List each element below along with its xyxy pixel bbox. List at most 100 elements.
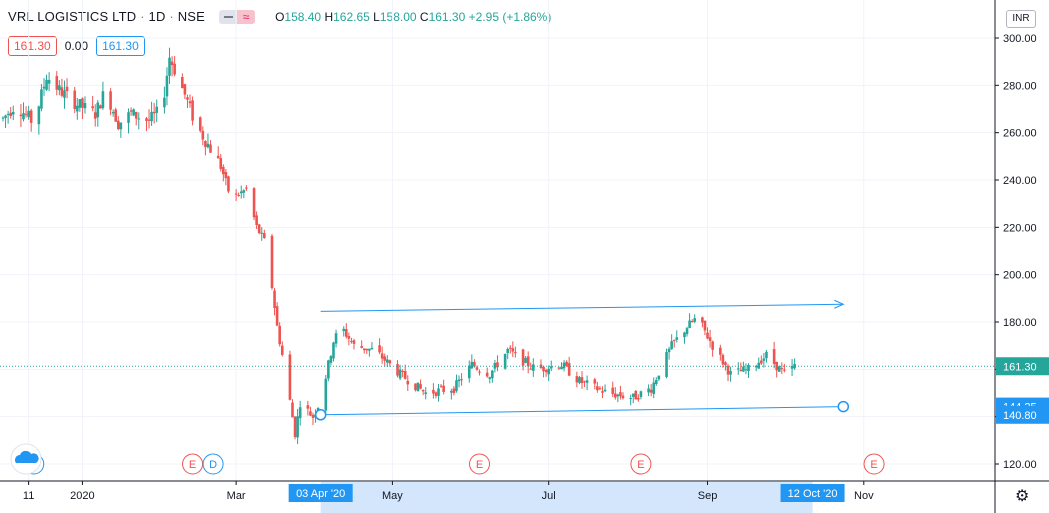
- candle: [127, 112, 130, 123]
- candle: [332, 342, 335, 359]
- candle: [690, 321, 694, 323]
- candle: [93, 112, 97, 119]
- candle: [101, 91, 105, 109]
- candle: [224, 171, 228, 179]
- candle: [742, 366, 745, 372]
- time-range-highlight: [320, 482, 813, 513]
- candle: [726, 365, 730, 375]
- candle: [575, 376, 579, 383]
- candle: [234, 193, 238, 195]
- candle: [670, 341, 673, 349]
- candle: [685, 328, 689, 335]
- candle: [583, 381, 586, 383]
- candle: [578, 377, 581, 383]
- cloud-icon: [10, 443, 42, 475]
- candle: [252, 188, 256, 218]
- candle: [365, 348, 369, 351]
- candle: [99, 105, 102, 109]
- candle: [75, 105, 79, 112]
- candle: [432, 389, 435, 394]
- range-label-1: 12 Oct '20: [788, 488, 838, 500]
- currency-badge[interactable]: INR: [1006, 10, 1036, 28]
- candle: [378, 345, 381, 353]
- candle: [488, 377, 492, 379]
- candle: [168, 57, 171, 76]
- candle: [24, 113, 28, 115]
- candle: [129, 110, 133, 112]
- candle: [736, 368, 740, 370]
- earnings-icon: [469, 453, 491, 475]
- y-tick-label: 120.00: [1003, 459, 1037, 471]
- candle: [150, 111, 153, 122]
- x-tick-label: May: [382, 490, 403, 502]
- hide-icon[interactable]: [219, 9, 238, 24]
- x-tick-label: Nov: [854, 490, 874, 502]
- candle: [329, 356, 333, 363]
- candle: [496, 362, 499, 368]
- compare-icon[interactable]: ≈: [237, 9, 256, 24]
- candle: [611, 387, 615, 394]
- candle: [83, 103, 87, 109]
- candle: [634, 390, 638, 400]
- candle: [398, 369, 402, 379]
- candle: [63, 90, 66, 98]
- candle: [721, 355, 725, 365]
- candle: [406, 380, 410, 385]
- candle: [526, 356, 530, 367]
- candle: [188, 101, 192, 104]
- candle: [544, 370, 548, 373]
- candle: [455, 380, 458, 392]
- range-label-bg-0: [288, 484, 353, 502]
- candle: [191, 100, 194, 121]
- candle: [647, 388, 650, 393]
- grid-lines: [0, 0, 995, 481]
- candle: [209, 144, 212, 153]
- candle: [532, 364, 535, 371]
- candle: [114, 109, 118, 122]
- candle: [613, 393, 617, 398]
- event-label: E: [189, 459, 196, 471]
- candle: [649, 389, 653, 393]
- candle: [60, 87, 64, 96]
- candle: [173, 63, 176, 75]
- candle: [344, 329, 348, 337]
- candle: [598, 388, 602, 390]
- candle: [708, 337, 712, 342]
- candle: [547, 368, 550, 375]
- candle: [747, 364, 750, 372]
- candle: [419, 384, 422, 389]
- candle: [370, 347, 374, 350]
- candle: [163, 97, 166, 108]
- candle: [47, 79, 51, 84]
- symbol-title[interactable]: VRL LOGISTICS LTD · 1D · NSE: [8, 9, 206, 24]
- upper-channel-line: [320, 303, 844, 312]
- candle: [288, 354, 292, 400]
- y-tick-label: 300.00: [1003, 33, 1037, 45]
- candle: [198, 117, 202, 131]
- candle: [416, 382, 420, 392]
- chart-legend: VRL LOGISTICS LTD · 1D · NSE ≈ O158.40 H…: [8, 9, 551, 24]
- candle: [219, 157, 223, 169]
- settings-gear-icon[interactable]: ⚙: [1015, 488, 1030, 505]
- earnings-icon: [630, 453, 652, 475]
- candle: [739, 369, 743, 372]
- candle: [775, 361, 778, 371]
- candle: [255, 215, 258, 226]
- candle: [19, 114, 23, 117]
- candle: [55, 76, 59, 90]
- candle: [380, 353, 384, 359]
- y-tick-label: 260.00: [1003, 128, 1037, 140]
- candle: [58, 85, 61, 91]
- candle: [227, 176, 230, 192]
- bid-box[interactable]: 161.30: [8, 36, 57, 56]
- candle: [181, 77, 184, 89]
- x-tick-label: Sep: [698, 490, 718, 502]
- candle: [693, 318, 697, 322]
- ask-box[interactable]: 161.30: [96, 36, 145, 56]
- candle: [637, 397, 640, 400]
- candle: [562, 362, 566, 369]
- candle: [239, 191, 243, 194]
- candle: [457, 379, 461, 382]
- candle: [347, 336, 351, 339]
